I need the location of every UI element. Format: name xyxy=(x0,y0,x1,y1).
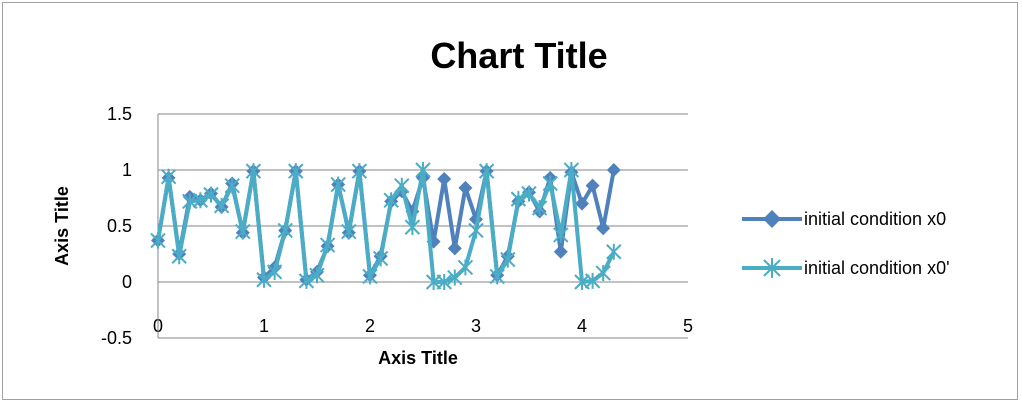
y-tick-label: 1 xyxy=(122,160,132,180)
gridlines xyxy=(158,113,688,339)
data-point xyxy=(553,226,569,243)
x-tick-label: 1 xyxy=(259,316,269,336)
data-point xyxy=(288,163,304,180)
data-point xyxy=(351,163,368,180)
data-point xyxy=(584,272,601,289)
series-1 xyxy=(150,162,622,290)
data-point xyxy=(298,272,315,289)
data-point xyxy=(595,265,611,282)
data-point xyxy=(478,163,495,180)
y-tick-label: 1.5 xyxy=(107,104,132,124)
data-point xyxy=(437,171,452,186)
data-point xyxy=(596,221,611,236)
data-point xyxy=(468,222,484,239)
data-point xyxy=(266,263,283,280)
data-point xyxy=(542,175,558,192)
data-point xyxy=(160,168,177,185)
data-point xyxy=(330,176,346,193)
data-point xyxy=(171,248,187,265)
series-layer xyxy=(150,162,622,290)
legend-marker-diamond-icon xyxy=(763,210,781,228)
data-point xyxy=(500,251,516,268)
data-point xyxy=(394,177,410,194)
data-point xyxy=(235,223,251,240)
x-tick-label: 4 xyxy=(577,316,587,336)
data-point xyxy=(245,163,262,180)
data-point xyxy=(372,250,389,267)
data-point xyxy=(510,191,527,208)
data-point xyxy=(404,219,421,236)
y-tick-label: 0.5 xyxy=(107,216,132,236)
data-point xyxy=(553,244,568,259)
data-point xyxy=(447,241,462,256)
data-point xyxy=(192,192,209,209)
legend-label-x0-prime: initial condition x0' xyxy=(804,258,950,278)
data-point xyxy=(531,200,548,217)
data-point xyxy=(362,268,378,285)
data-point xyxy=(606,163,621,177)
data-point xyxy=(256,271,272,288)
data-point xyxy=(319,237,336,254)
legend-label-x0: initial condition x0 xyxy=(804,209,946,229)
data-point xyxy=(585,178,600,193)
data-point xyxy=(383,192,399,209)
y-tick-label: -0.5 xyxy=(101,328,132,348)
data-point xyxy=(563,162,580,178)
data-point xyxy=(309,267,325,284)
legend-item-x0: initial condition x0 xyxy=(742,209,946,229)
data-point xyxy=(150,232,166,249)
data-point xyxy=(277,222,293,239)
data-point xyxy=(521,185,537,202)
y-axis-title: Axis Title xyxy=(52,186,72,266)
y-tick-label: 0 xyxy=(122,272,132,292)
x-tick-label: 5 xyxy=(683,316,693,336)
x-tick-label: 2 xyxy=(365,316,375,336)
data-point xyxy=(436,274,452,290)
data-point xyxy=(458,180,473,195)
data-point xyxy=(224,177,240,194)
data-point xyxy=(489,268,505,285)
data-point xyxy=(457,259,474,276)
data-point xyxy=(415,162,431,178)
legend-item-x0-prime: initial condition x0' xyxy=(742,258,950,278)
y-tick-labels: -0.5 0 0.5 1 1.5 xyxy=(101,104,132,348)
data-point xyxy=(575,196,589,211)
x-tick-label: 3 xyxy=(471,316,481,336)
data-point xyxy=(341,223,357,240)
data-point xyxy=(606,243,622,260)
x-axis-title: Axis Title xyxy=(378,348,458,368)
data-point xyxy=(213,197,230,214)
legend: initial condition x0 initial condition x… xyxy=(742,209,950,278)
legend-marker-star-icon xyxy=(763,258,781,278)
chart-title: Chart Title xyxy=(430,35,607,76)
